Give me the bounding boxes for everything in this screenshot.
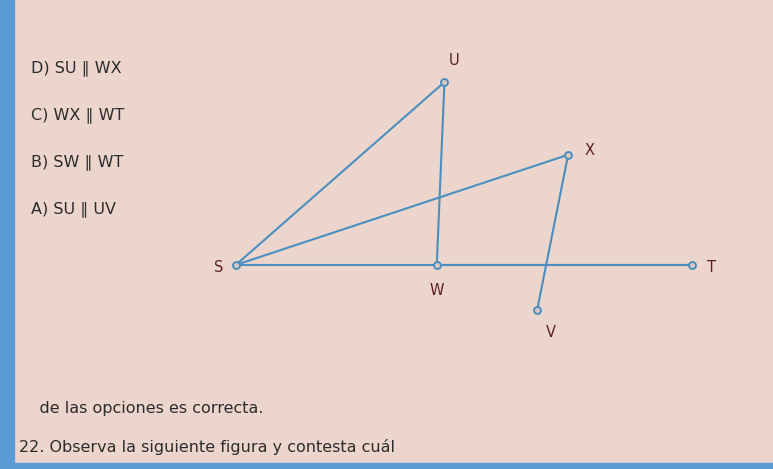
Text: D) SU ∥ WX: D) SU ∥ WX <box>31 60 121 76</box>
Text: U: U <box>448 53 459 68</box>
Text: T: T <box>707 260 716 275</box>
Text: B) SW ∥ WT: B) SW ∥ WT <box>31 154 124 170</box>
Text: 22. Observa la siguiente figura y contesta cuál: 22. Observa la siguiente figura y contes… <box>19 439 395 454</box>
Bar <box>0 463 773 469</box>
Bar <box>0 0 14 469</box>
Text: V: V <box>547 325 556 340</box>
Text: C) WX ∥ WT: C) WX ∥ WT <box>31 107 124 123</box>
Text: S: S <box>214 260 223 275</box>
Text: de las opciones es correcta.: de las opciones es correcta. <box>19 401 264 416</box>
Text: X: X <box>585 143 594 158</box>
Text: W: W <box>430 283 444 298</box>
Text: A) SU ∥ UV: A) SU ∥ UV <box>31 201 116 217</box>
